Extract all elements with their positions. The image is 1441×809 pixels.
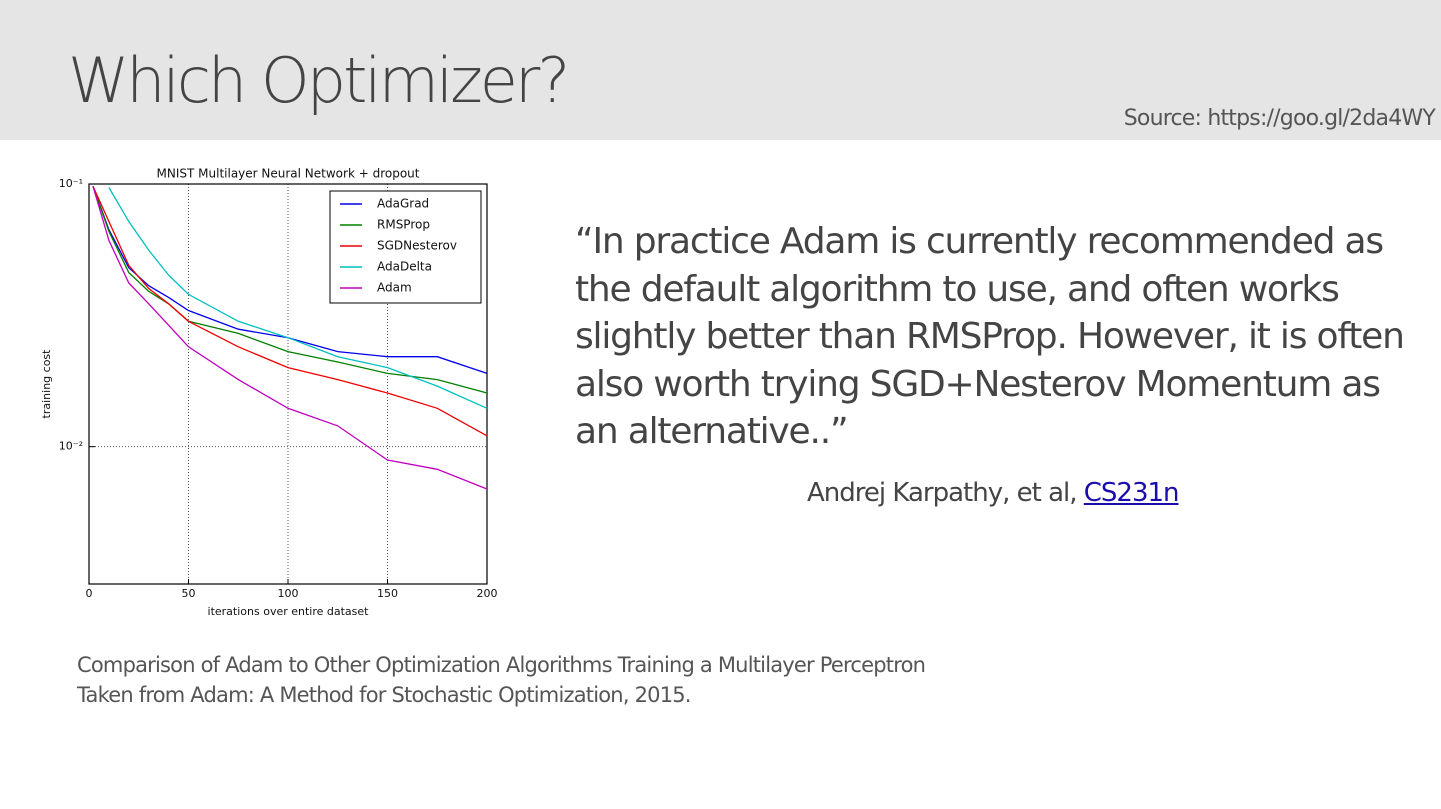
- x-axis-label: iterations over entire dataset: [208, 605, 370, 618]
- quote-line: the default algorithm to use, and often …: [575, 268, 1340, 310]
- caption: Comparison of Adam to Other Optimization…: [77, 650, 926, 710]
- x-tick-label: 0: [86, 587, 93, 600]
- link[interactable]: CS231n: [1083, 478, 1180, 508]
- series-line: [92, 186, 488, 437]
- quote-line: slightly better than RMSProp. However, i…: [575, 316, 1405, 357]
- x-tick-label: 100: [278, 587, 299, 600]
- legend-box: [329, 190, 482, 304]
- y-axis-label: training cost: [40, 349, 53, 419]
- legend-label: Adam: [377, 281, 412, 295]
- header-band: [0, 0, 1441, 140]
- attribution-text: Andrej Karpathy, et al,: [807, 478, 1077, 508]
- legend-label: RMSProp: [377, 218, 430, 232]
- attribution: Andrej Karpathy, et al, CS231n: [807, 478, 1180, 508]
- quote: “In practice Adam is currently recommend…: [575, 218, 1405, 456]
- quote-line: “In practice Adam is currently recommend…: [575, 221, 1384, 262]
- y-tick-label: 10⁻¹: [59, 177, 83, 190]
- source-note: Source: https://goo.gl/2da4WY: [1123, 106, 1436, 131]
- legend-label: AdaDelta: [377, 260, 432, 274]
- quote-line: an alternative..”: [575, 411, 849, 452]
- quote-line: also worth trying SGD+Nesterov Momentum …: [575, 363, 1381, 405]
- chart: 0 50 100 150 200 10⁻¹ 10⁻² MNIST Multilayer Neu…: [40, 167, 498, 619]
- x-tick-label: 200: [477, 587, 498, 600]
- x-tick-label: 150: [377, 587, 398, 600]
- series-line: [108, 187, 488, 409]
- series-line: [92, 186, 488, 375]
- legend-label: AdaGrad: [377, 197, 429, 211]
- chart-title: MNIST Multilayer Neural Network + dropou…: [157, 167, 420, 181]
- caption-line: Taken from Adam: A Method for Stochastic…: [77, 683, 691, 707]
- caption-line: Comparison of Adam to Other Optimization…: [77, 653, 926, 677]
- x-tick-label: 50: [182, 587, 196, 600]
- series-line: [92, 186, 488, 394]
- legend-label: SGDNesterov: [377, 239, 457, 253]
- plot-frame: [88, 183, 488, 585]
- y-tick-label: 10⁻²: [59, 440, 83, 453]
- slide-title: Which Optimizer?: [68, 44, 570, 117]
- series-line: [92, 186, 488, 490]
